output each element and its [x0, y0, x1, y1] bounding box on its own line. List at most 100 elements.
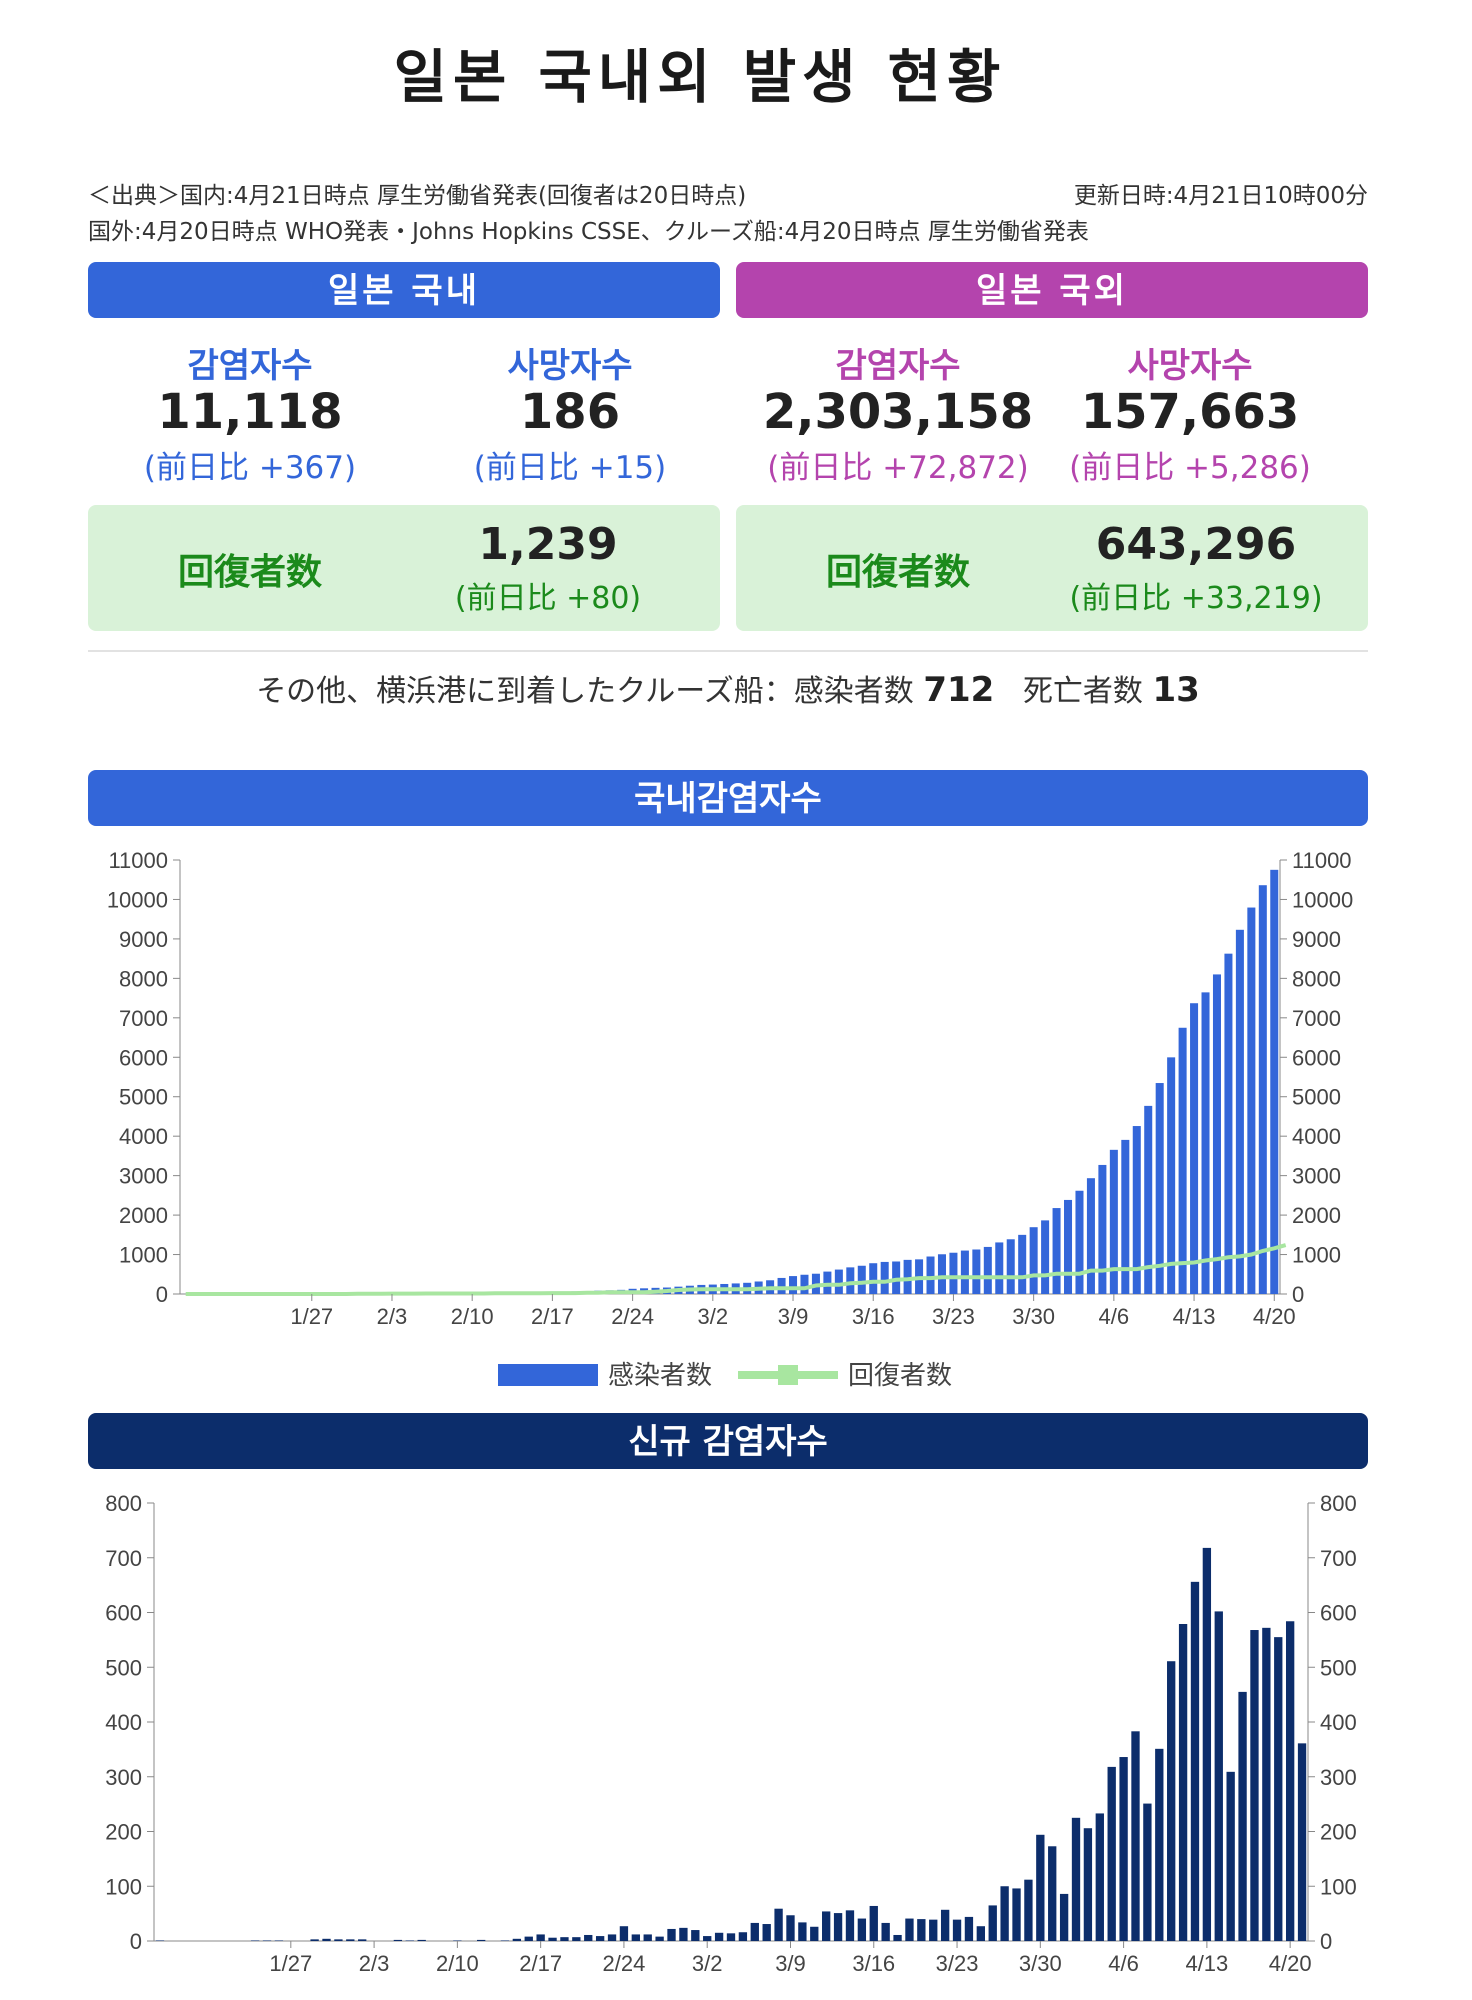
bar — [1262, 1627, 1271, 1941]
domestic-infected-stat: 감염자수 11,118 (前日比 +367) — [100, 338, 400, 486]
bar — [1247, 907, 1256, 1294]
domestic-recovered-values: 1,239 (前日比 +80) — [398, 519, 698, 617]
bar — [1083, 1828, 1093, 1941]
world-recovered-value: 643,296 — [1095, 519, 1297, 570]
page-title: 일본 국내외 발생 현황 — [393, 43, 1007, 111]
bar — [703, 1936, 712, 1941]
y-tick-label: 200 — [105, 1820, 142, 1845]
world-infected-value: 2,303,158 — [762, 384, 1034, 440]
bar — [334, 1939, 343, 1941]
x-tick-label: 3/2 — [692, 1951, 723, 1976]
bar — [1006, 1239, 1015, 1294]
bar — [477, 1939, 486, 1941]
y-tick-label: 10000 — [107, 887, 168, 912]
bar — [1250, 1630, 1259, 1941]
bar — [798, 1922, 807, 1941]
y-tick-label: 7000 — [1292, 1006, 1341, 1031]
legend-infected-label: 感染者数 — [608, 1360, 712, 1390]
x-tick-label: 3/9 — [778, 1304, 809, 1329]
y-tick-label: 300 — [105, 1765, 142, 1790]
y-tick-label: 1000 — [119, 1243, 168, 1268]
bar — [964, 1916, 974, 1941]
bar — [1018, 1234, 1027, 1294]
cruise-deaths: 13 — [1152, 670, 1200, 710]
bar — [880, 1261, 889, 1294]
bar — [1214, 1611, 1223, 1941]
y-tick-label: 400 — [105, 1710, 142, 1735]
bar — [453, 1940, 462, 1941]
y-tick-label: 600 — [1320, 1601, 1357, 1626]
bar — [548, 1937, 557, 1941]
domestic-infected-diff: (前日比 +367) — [143, 450, 357, 486]
bar — [1274, 1637, 1283, 1941]
bar — [1071, 1817, 1081, 1941]
x-tick-label: 3/2 — [698, 1304, 729, 1329]
legend-recovered-label: 回復者数 — [848, 1360, 952, 1390]
bar — [1121, 1139, 1130, 1294]
y-tick-label: 700 — [105, 1546, 142, 1571]
bar — [1285, 1621, 1295, 1941]
recovered-line — [185, 1243, 1287, 1296]
domestic-deaths-diff: (前日比 +15) — [473, 450, 667, 486]
y-tick-label: 2000 — [119, 1203, 168, 1228]
bar — [892, 1261, 901, 1294]
bar — [667, 1928, 676, 1941]
y-tick-label: 0 — [1320, 1929, 1332, 1954]
bar — [834, 1269, 843, 1294]
cruise-info: その他、横浜港に到着したクルーズ船：感染者数 712 死亡者数 13 — [0, 666, 1456, 710]
bar — [1155, 1748, 1164, 1941]
x-tick-label: 3/9 — [775, 1951, 806, 1976]
bar — [881, 1922, 890, 1941]
bar — [1155, 1083, 1164, 1294]
x-tick-label: 4/13 — [1173, 1304, 1216, 1329]
source-line-1: ＜出典＞国内:4月21日時点 厚生労働省発表(回復者は20日時点) — [88, 183, 747, 209]
bar — [823, 1271, 832, 1294]
bar — [1052, 1208, 1061, 1294]
domestic-recovered-box: 回復者数 1,239 (前日比 +80) — [88, 505, 720, 631]
bar — [1132, 1126, 1141, 1294]
y-tick-label: 6000 — [119, 1045, 168, 1070]
x-tick-label: 2/10 — [436, 1951, 479, 1976]
world-infected-label: 감염자수 — [835, 346, 961, 386]
bar — [940, 1909, 950, 1941]
x-tick-label: 4/6 — [1099, 1304, 1130, 1329]
divider — [88, 650, 1368, 652]
bar — [903, 1259, 912, 1294]
bar — [607, 1934, 617, 1941]
chart1-legend: 感染者数 回復者数 — [498, 1360, 952, 1390]
source-line-2: 国外:4月20日時点 WHO発表・Johns Hopkins CSSE、クルーズ… — [88, 219, 1089, 245]
domestic-recovered-value: 1,239 — [478, 519, 618, 570]
cruise-deaths-label: 死亡者数 — [1022, 674, 1143, 709]
bar — [679, 1927, 688, 1941]
bar — [810, 1926, 819, 1941]
y-tick-label: 1000 — [1292, 1243, 1341, 1268]
y-tick-label: 8000 — [1292, 966, 1341, 991]
bar — [1201, 992, 1210, 1294]
x-tick-label: 3/23 — [936, 1951, 979, 1976]
domestic-infected-label: 감염자수 — [187, 346, 313, 386]
bar — [929, 1919, 938, 1941]
bar — [643, 1934, 652, 1941]
bar — [1109, 1149, 1118, 1294]
bar — [500, 1940, 510, 1941]
bar — [346, 1939, 355, 1941]
x-tick-label: 2/3 — [377, 1304, 408, 1329]
x-tick-label: 1/27 — [290, 1304, 333, 1329]
cumulative-infections-chart: 0 0 1000 1000 2000 2000 3000 3000 4000 4000 5000 50… — [107, 848, 1353, 1329]
bar — [1048, 1846, 1057, 1941]
bar — [1075, 1190, 1084, 1294]
world-infected-stat: 감염자수 2,303,158 (前日比 +72,872) — [748, 338, 1048, 486]
y-tick-label: 0 — [130, 1929, 142, 1954]
bar — [1095, 1813, 1104, 1941]
world-deaths-stat: 사망자수 157,663 (前日比 +5,286) — [1040, 338, 1340, 486]
bar — [584, 1934, 593, 1941]
bar — [393, 1939, 403, 1941]
domestic-deaths-label: 사망자수 — [507, 346, 633, 386]
bar — [1224, 953, 1233, 1294]
y-tick-label: 9000 — [119, 927, 168, 952]
bar — [1064, 1199, 1073, 1294]
world-infected-diff: (前日比 +72,872) — [767, 450, 1029, 486]
y-tick-label: 3000 — [119, 1164, 168, 1189]
bar — [988, 1905, 997, 1941]
bar — [1226, 1771, 1235, 1941]
